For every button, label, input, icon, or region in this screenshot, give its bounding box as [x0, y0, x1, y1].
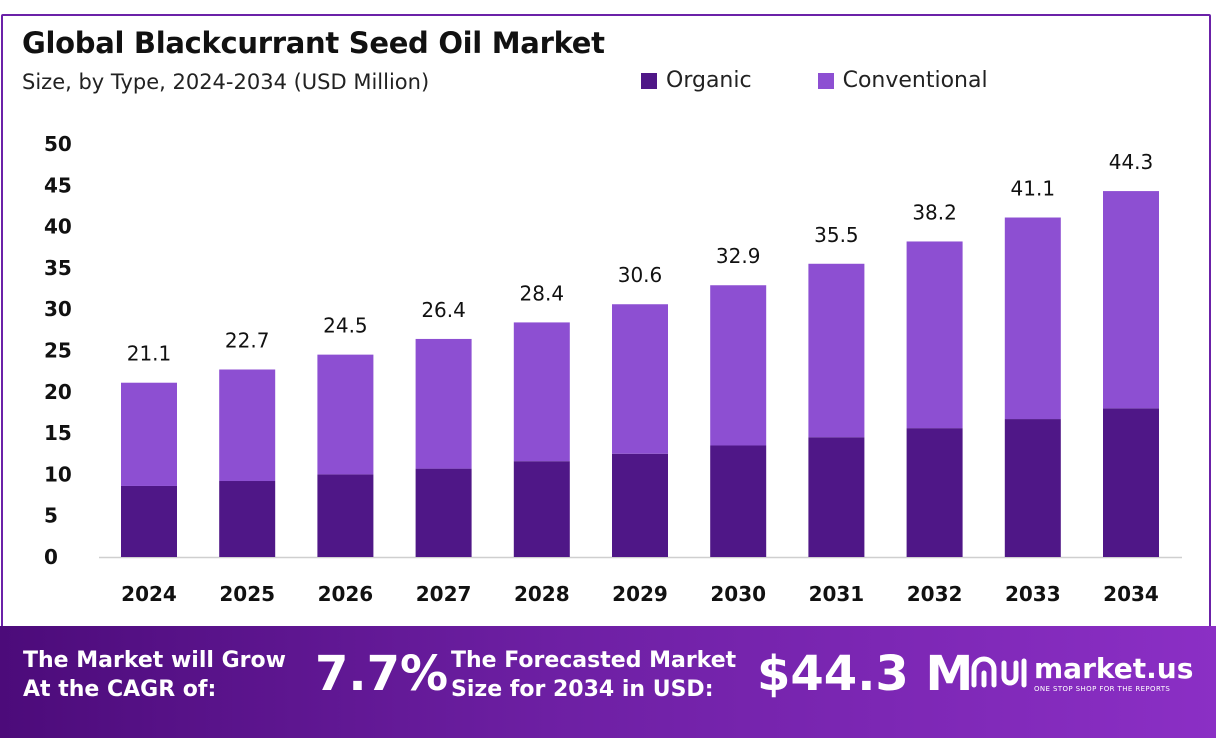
- legend-label-organic: Organic: [666, 68, 752, 93]
- brand-tagline: ONE STOP SHOP FOR THE REPORTS: [1034, 684, 1171, 693]
- bar-organic-2024: [121, 485, 177, 557]
- bar-organic-2030: [710, 445, 767, 557]
- y-tick-label: 45: [44, 173, 72, 197]
- data-label-2034: 44.3: [1109, 150, 1154, 174]
- y-tick-label: 15: [44, 421, 72, 445]
- bar-organic-2034: [1103, 408, 1159, 557]
- bar-conventional-2032: [906, 241, 963, 429]
- data-label-2025: 22.7: [225, 328, 270, 352]
- data-label-2031: 35.5: [814, 223, 859, 247]
- legend-item-organic: Organic: [641, 68, 752, 93]
- cagr-label: The Market will Grow At the CAGR of:: [23, 646, 286, 704]
- cagr-label-line2: At the CAGR of:: [23, 677, 217, 702]
- legend-label-conventional: Conventional: [842, 68, 988, 93]
- legend-swatch-organic: [641, 72, 657, 89]
- y-tick-label: 0: [44, 545, 58, 569]
- y-tick-label: 25: [44, 339, 72, 363]
- y-tick-label: 35: [44, 256, 72, 280]
- x-tick-label-2026: 2026: [318, 582, 374, 606]
- forecast-value: $44.3 M: [757, 646, 974, 702]
- footer-banner: The Market will Grow At the CAGR of: 7.7…: [0, 626, 1216, 738]
- x-tick-label-2025: 2025: [219, 582, 275, 606]
- x-tick-label-2027: 2027: [416, 582, 472, 606]
- bar-conventional-2027: [415, 338, 472, 469]
- y-tick-label: 30: [44, 297, 72, 321]
- bar-organic-2029: [612, 453, 668, 557]
- forecast-label: The Forecasted Market Size for 2034 in U…: [451, 646, 736, 704]
- bar-conventional-2033: [1004, 217, 1061, 420]
- cagr-label-line1: The Market will Grow: [23, 648, 286, 673]
- brand-name: market.us: [1034, 651, 1194, 685]
- bar-organic-2027: [415, 468, 472, 557]
- bar-organic-2031: [808, 437, 865, 557]
- data-label-2033: 41.1: [1011, 177, 1056, 201]
- x-tick-label-2032: 2032: [907, 582, 963, 606]
- legend-swatch-conventional: [817, 72, 834, 89]
- y-tick-label: 5: [44, 504, 58, 528]
- legend: Organic Conventional: [641, 68, 988, 93]
- x-tick-label-2031: 2031: [809, 582, 865, 606]
- bar-organic-2028: [513, 461, 570, 557]
- data-label-2032: 38.2: [912, 200, 957, 224]
- x-tick-label-2034: 2034: [1103, 582, 1159, 606]
- bar-conventional-2026: [317, 354, 374, 475]
- chart-subtitle: Size, by Type, 2024-2034 (USD Million): [22, 70, 430, 94]
- y-tick-label: 50: [44, 132, 72, 156]
- y-tick-label: 40: [44, 215, 72, 239]
- data-label-2027: 26.4: [421, 298, 466, 322]
- data-label-2029: 30.6: [618, 263, 663, 287]
- brand-logo[interactable]: market.us ONE STOP SHOP FOR THE REPORTS: [970, 653, 1193, 693]
- data-label-2024: 21.1: [127, 342, 172, 366]
- y-tick-label: 20: [44, 380, 72, 404]
- data-label-2026: 24.5: [323, 314, 368, 338]
- bar-conventional-2034: [1103, 191, 1159, 409]
- data-label-2028: 28.4: [520, 281, 565, 305]
- bar-organic-2025: [219, 481, 276, 557]
- bar-organic-2026: [317, 474, 374, 557]
- x-tick-label-2024: 2024: [121, 582, 177, 606]
- x-tick-label-2028: 2028: [514, 582, 570, 606]
- chart-title: Global Blackcurrant Seed Oil Market: [22, 26, 605, 60]
- x-tick-label-2030: 2030: [710, 582, 766, 606]
- forecast-label-line2: Size for 2034 in USD:: [451, 677, 714, 702]
- bar-conventional-2031: [808, 263, 865, 438]
- market-us-logo-icon: [971, 656, 1027, 688]
- y-tick-label: 10: [44, 462, 72, 486]
- x-tick-label-2033: 2033: [1005, 582, 1061, 606]
- bar-chart: 0510152025303540455021.1202422.7202524.5…: [44, 132, 1182, 606]
- bar-conventional-2028: [513, 322, 570, 462]
- bar-conventional-2030: [710, 285, 767, 446]
- bar-conventional-2025: [219, 369, 276, 482]
- legend-item-conventional: Conventional: [817, 68, 988, 93]
- x-tick-label-2029: 2029: [612, 582, 668, 606]
- data-label-2030: 32.9: [716, 244, 761, 268]
- bar-organic-2032: [906, 428, 963, 557]
- bar-conventional-2024: [121, 382, 177, 486]
- bar-conventional-2029: [612, 304, 668, 454]
- bar-organic-2033: [1004, 419, 1061, 557]
- cagr-value: 7.7%: [315, 646, 449, 702]
- forecast-label-line1: The Forecasted Market: [451, 648, 737, 673]
